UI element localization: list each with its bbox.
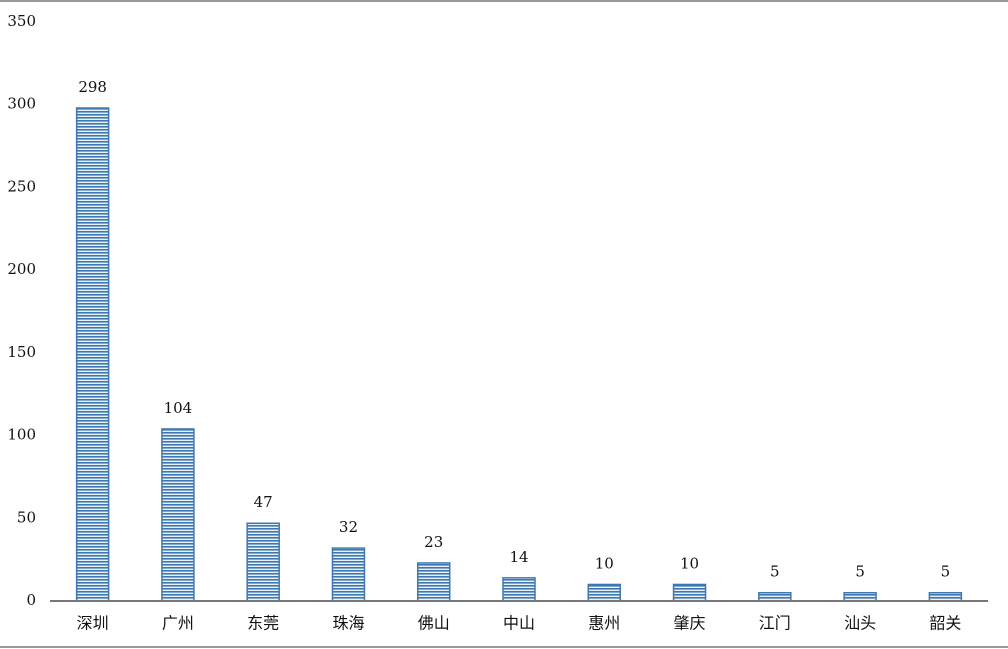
y-tick-label: 200 [7, 260, 36, 278]
x-tick-label: 中山 [503, 614, 535, 633]
y-tick-label: 350 [7, 12, 36, 30]
x-tick-label: 佛山 [418, 614, 450, 633]
x-tick-label: 广州 [162, 614, 194, 633]
x-tick-label: 深圳 [77, 614, 109, 633]
bar [502, 577, 536, 602]
x-tick-label: 珠海 [332, 614, 364, 633]
data-label: 47 [254, 493, 273, 511]
bar [331, 547, 366, 602]
x-tick-label: 韶关 [929, 614, 961, 633]
data-label: 5 [941, 563, 951, 581]
bar [928, 591, 963, 602]
data-label: 32 [339, 518, 358, 536]
x-tick-label: 江门 [759, 614, 791, 633]
bar [672, 583, 707, 602]
data-label: 23 [424, 533, 443, 551]
x-tick-label: 汕头 [844, 614, 876, 633]
y-tick-label: 300 [7, 95, 36, 113]
y-tick-label: 100 [7, 426, 36, 444]
x-tick-label: 惠州 [588, 614, 620, 633]
data-label: 14 [509, 548, 528, 566]
data-label: 10 [595, 554, 614, 572]
bar [246, 522, 280, 602]
bar [416, 562, 451, 602]
bar [587, 583, 622, 602]
y-tick-label: 150 [7, 343, 36, 361]
x-tick-label: 肇庆 [674, 614, 706, 633]
bar [758, 591, 792, 602]
bar [843, 591, 877, 602]
y-tick-label: 50 [17, 508, 36, 526]
data-label: 5 [770, 563, 780, 581]
y-tick-label: 0 [26, 591, 36, 609]
y-tick-label: 250 [7, 177, 36, 195]
x-tick-label: 东莞 [247, 614, 279, 633]
data-label: 104 [164, 399, 193, 417]
data-label: 298 [78, 78, 107, 96]
bar [161, 428, 195, 602]
data-label: 5 [855, 563, 865, 581]
data-label: 10 [680, 554, 699, 572]
bar [75, 107, 110, 602]
